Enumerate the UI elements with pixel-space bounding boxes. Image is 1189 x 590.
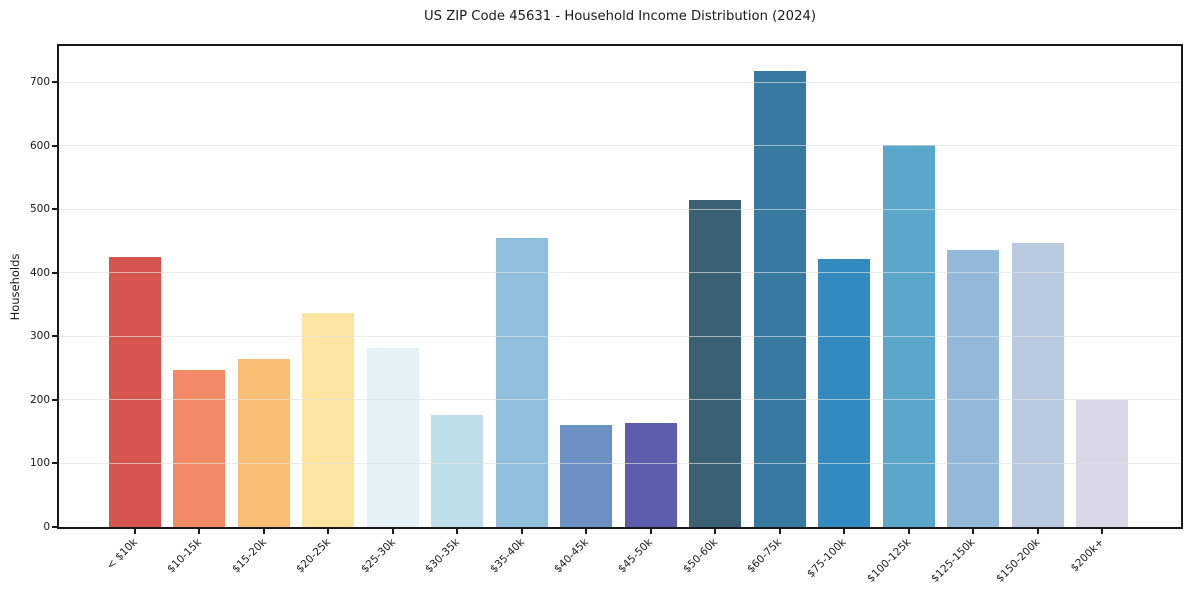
gridline-200 [59,399,1181,401]
x-tick-label-$100-125k: $100-125k [864,536,914,585]
x-tick-label-$35-40k: $35-40k [487,536,527,576]
y-axis-label: Households [8,253,22,321]
x-tick-$100-125k [907,529,910,534]
bar-$30-35k [431,414,484,527]
y-tick-label-700: 700 [29,76,50,89]
x-tick-$125-150k [972,529,975,534]
x-tick-$45-50k [649,529,652,534]
x-tick-label-$25-30k: $25-30k [358,536,398,576]
x-tick-label-$20-25k: $20-25k [294,536,334,576]
x-tick-label-$40-45k: $40-45k [551,536,592,576]
bar-$15-20k [237,359,290,527]
x-tick-$75-100k [843,529,846,534]
x-tick-$40-45k [585,529,588,534]
x-tick-$10-15k [198,529,201,534]
gridline-700 [59,81,1181,83]
y-tick-label-400: 400 [29,266,50,279]
y-tick-label-300: 300 [29,330,50,343]
x-tick-< $10k [134,529,136,534]
bar-$60-75k [753,70,806,527]
x-tick-$35-40k [520,529,523,534]
x-tick-label-$125-150k: $125-150k [929,536,978,585]
gridline-500 [59,208,1181,210]
bar-$40-45k [560,425,613,527]
x-tick-$50-60k [714,529,717,534]
bar-$35-40k [495,237,548,527]
y-tick-400 [52,271,58,274]
x-tick-$200k+ [1101,529,1103,534]
x-tick-$30-35k [456,529,459,534]
y-tick-label-600: 600 [29,139,50,152]
y-tick-label-500: 500 [29,203,50,216]
x-tick-$150-200k [1036,529,1039,534]
bar-$50-60k [689,199,742,527]
gridline-300 [59,335,1181,337]
x-tick-label-$45-50k: $45-50k [616,536,656,576]
x-tick-$20-25k [327,529,330,534]
bar-$75-100k [818,258,871,527]
x-tick-$15-20k [262,529,265,534]
x-tick-label-$10-15k: $10-15k [165,536,205,576]
gridline-100 [59,462,1181,464]
bar-$125-150k [947,249,1000,527]
y-tick-label-100: 100 [29,457,50,470]
gridlines-layer [59,46,1181,527]
x-tick-label-< $10k: < $10k [104,536,140,572]
x-tick-label-$75-100k: $75-100k [805,536,849,581]
bar-< $10k [109,256,161,527]
bar-$20-25k [302,312,355,527]
y-tick-100 [52,462,58,465]
gridline-600 [59,145,1181,147]
y-tick-label-0: 0 [43,521,50,533]
y-tick-label-200: 200 [29,393,50,406]
chart-title: US ZIP Code 45631 - Household Income Dis… [423,9,816,24]
y-tick-0 [52,526,58,528]
bar-$45-50k [624,423,677,527]
x-tick-label-$15-20k: $15-20k [229,536,269,576]
plot-area [57,44,1183,529]
bar-$25-30k [366,347,419,527]
x-tick-label-$150-200k: $150-200k [993,536,1043,585]
gridline-400 [59,272,1181,274]
y-tick-300 [52,335,58,338]
x-tick-$25-30k [391,529,394,534]
x-tick-label-$30-35k: $30-35k [423,536,463,576]
y-tick-600 [52,144,58,147]
x-tick-$60-75k [778,529,781,534]
y-tick-200 [52,398,58,401]
x-tick-label-$60-75k: $60-75k [745,536,785,576]
y-tick-500 [52,208,58,211]
x-tick-label-$50-60k: $50-60k [680,536,720,576]
bar-$150-200k [1011,242,1064,527]
x-tick-label-$200k+: $200k+ [1068,536,1107,575]
bar-$10-15k [173,370,226,527]
y-tick-700 [52,81,58,84]
